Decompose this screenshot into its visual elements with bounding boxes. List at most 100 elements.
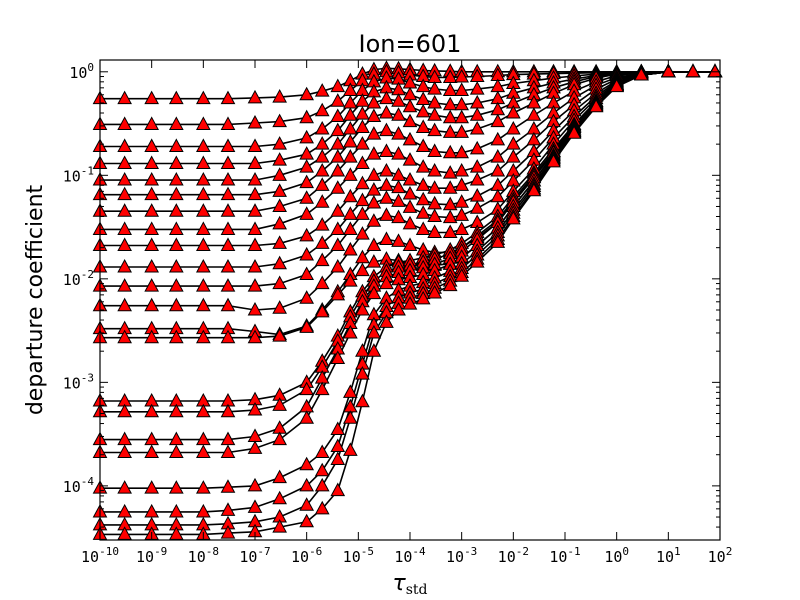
data-point — [272, 198, 287, 212]
data-point — [144, 155, 160, 170]
data-point — [272, 167, 287, 181]
data-point — [366, 194, 382, 209]
data-point — [442, 109, 458, 124]
data-point — [379, 90, 394, 105]
x-axis-label-symbol: τ — [392, 571, 406, 596]
data-point — [342, 206, 358, 220]
x-tick-label: 100 — [604, 545, 629, 566]
data-point — [247, 89, 263, 104]
data-point — [272, 183, 287, 197]
data-point — [402, 172, 418, 186]
data-point — [355, 175, 370, 190]
y-tick-label: 100 — [69, 61, 94, 82]
data-point — [342, 188, 358, 203]
data-point — [272, 235, 287, 249]
data-point — [469, 107, 485, 121]
data-point — [168, 278, 184, 292]
data-point — [609, 78, 625, 93]
data-point — [220, 203, 236, 217]
data-point — [272, 300, 287, 314]
x-tick-label: 10-8 — [188, 545, 219, 566]
data-point — [415, 138, 431, 152]
data-point — [272, 89, 287, 103]
data-point — [330, 122, 346, 137]
data-point — [526, 182, 542, 197]
data-point — [442, 82, 458, 96]
data-point — [330, 93, 346, 107]
data-point — [379, 143, 394, 157]
data-point — [272, 490, 287, 505]
data-point — [427, 122, 442, 137]
data-point — [379, 190, 394, 204]
data-point — [247, 329, 263, 344]
data-point — [299, 266, 315, 281]
data-point — [247, 402, 263, 416]
data-point — [299, 456, 315, 471]
data-point — [366, 146, 382, 160]
y-tick-label: 10-1 — [63, 164, 94, 185]
data-point — [379, 231, 394, 245]
data-point — [247, 114, 263, 129]
data-point — [195, 444, 211, 459]
data-point — [168, 444, 184, 459]
data-point — [144, 172, 160, 186]
data-point — [117, 258, 132, 273]
data-point — [247, 477, 263, 492]
data-point — [195, 278, 211, 292]
data-point — [144, 203, 160, 217]
data-point — [299, 109, 315, 124]
data-point — [355, 301, 370, 316]
data-point — [144, 138, 160, 152]
data-point — [391, 179, 406, 194]
data-point — [402, 199, 418, 213]
data-point — [144, 186, 160, 201]
data-point — [220, 444, 236, 459]
data-point — [168, 329, 184, 344]
data-point — [330, 482, 346, 497]
data-point — [220, 138, 236, 152]
data-point — [355, 155, 370, 170]
data-point — [272, 328, 287, 342]
data-point — [402, 152, 418, 166]
data-point — [144, 221, 160, 235]
y-axis-label: departure coefficient — [23, 184, 48, 415]
data-point — [299, 477, 315, 492]
data-point — [427, 224, 442, 239]
data-point — [195, 155, 211, 170]
data-point — [314, 303, 330, 318]
data-point — [220, 403, 236, 418]
data-point — [415, 221, 431, 235]
y-tick-label: 10-2 — [63, 268, 94, 289]
data-point — [342, 107, 358, 121]
data-point — [342, 241, 358, 256]
data-point — [195, 186, 211, 201]
data-point — [469, 140, 485, 155]
data-point — [144, 297, 160, 312]
data-point — [314, 102, 330, 117]
data-point — [366, 324, 382, 339]
data-point — [402, 113, 418, 128]
data-point — [117, 278, 132, 292]
data-point — [355, 119, 370, 133]
data-point — [247, 155, 263, 170]
data-point — [117, 480, 132, 494]
y-tick-label: 10-3 — [63, 371, 94, 392]
data-point — [402, 185, 418, 200]
data-point — [454, 162, 470, 177]
data-point — [168, 155, 184, 170]
data-point — [220, 172, 236, 186]
x-tick-label: 10-10 — [81, 545, 119, 566]
data-point — [391, 126, 406, 140]
data-point — [391, 209, 406, 224]
data-point — [144, 480, 160, 494]
data-point — [220, 525, 236, 539]
x-tick-label: 10-5 — [343, 545, 374, 566]
data-point — [415, 177, 431, 191]
data-point — [272, 519, 287, 533]
data-point — [195, 480, 211, 494]
data-point — [454, 207, 470, 221]
data-point — [168, 138, 184, 152]
data-point — [505, 210, 521, 225]
data-point — [366, 167, 382, 181]
